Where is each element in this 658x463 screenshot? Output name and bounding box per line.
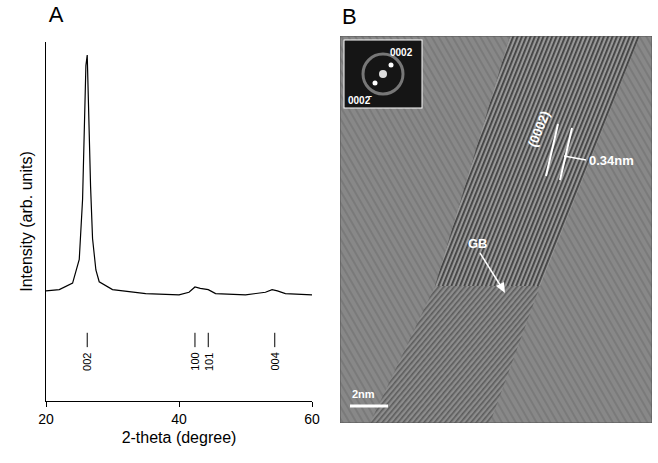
svg-text:A: A bbox=[49, 2, 64, 27]
svg-text:2nm: 2nm bbox=[352, 388, 375, 400]
html-text:B: B bbox=[342, 4, 357, 29]
svg-text:101: 101 bbox=[203, 353, 215, 371]
svg-text:100: 100 bbox=[189, 352, 201, 370]
svg-text:0002: 0002 bbox=[390, 47, 413, 58]
svg-text:40: 40 bbox=[171, 411, 187, 427]
svg-text:20: 20 bbox=[38, 411, 54, 427]
svg-text:004: 004 bbox=[269, 352, 281, 370]
svg-text:GB: GB bbox=[468, 236, 488, 251]
svg-text:0002̄: 0002̄ bbox=[348, 95, 372, 106]
svg-text:(0002): (0002) bbox=[525, 109, 553, 149]
svg-text:60: 60 bbox=[304, 411, 320, 427]
svg-text:002: 002 bbox=[81, 353, 93, 371]
svg-text:0.34nm: 0.34nm bbox=[589, 153, 634, 168]
svg-text:2-theta (degree): 2-theta (degree) bbox=[122, 429, 237, 446]
svg-text:Intensity (arb. units): Intensity (arb. units) bbox=[18, 151, 35, 292]
